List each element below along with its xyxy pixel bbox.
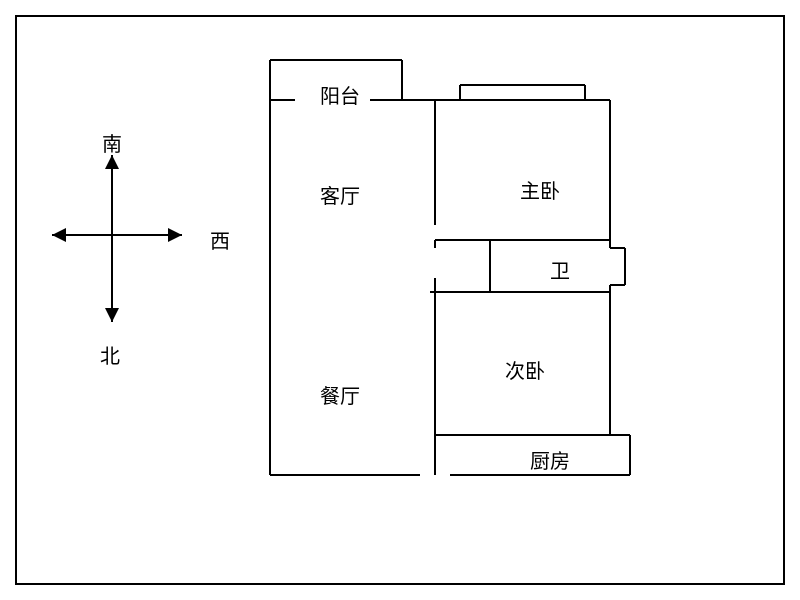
second-bed-label: 次卧: [505, 355, 545, 384]
balcony-label: 阳台: [320, 80, 360, 109]
compass-north-label: 北: [100, 340, 120, 369]
living-room-label: 客厅: [320, 180, 360, 209]
dining-room-label: 餐厅: [320, 380, 360, 409]
master-bed-label: 主卧: [520, 175, 560, 204]
compass-west-label: 西: [210, 225, 230, 254]
bathroom-label: 卫: [550, 255, 570, 284]
kitchen-label: 厨房: [530, 445, 570, 474]
compass-south-label: 南: [102, 128, 122, 157]
floor-plan-canvas: 南 北 西 阳台 客厅 餐厅 主卧 卫 次卧 厨房: [0, 0, 800, 600]
floor-plan-svg: [0, 0, 800, 600]
